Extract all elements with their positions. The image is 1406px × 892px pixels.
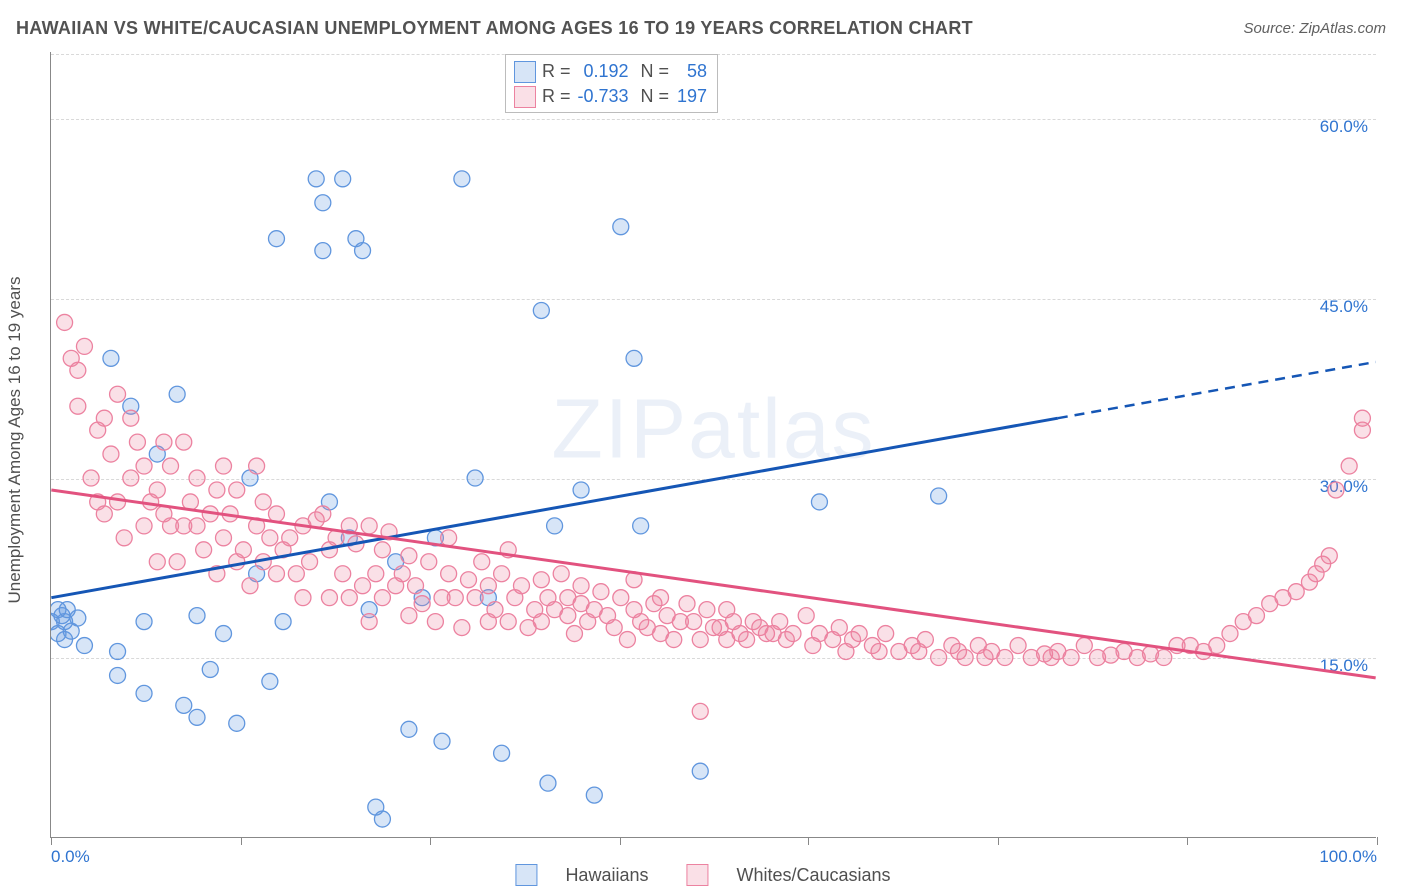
grid-line <box>51 119 1376 120</box>
stats-swatch-whites <box>514 86 536 108</box>
stats-row-whites: R = -0.733 N = 197 <box>514 84 707 109</box>
x-tick <box>1187 837 1188 845</box>
chart-title: HAWAIIAN VS WHITE/CAUCASIAN UNEMPLOYMENT… <box>16 18 973 39</box>
y-tick-label: 60.0% <box>1320 117 1368 137</box>
scatter-svg <box>51 52 1376 837</box>
y-axis-label: Unemployment Among Ages 16 to 19 years <box>5 277 25 604</box>
y-tick-label: 30.0% <box>1320 477 1368 497</box>
legend-label-whites: Whites/Caucasians <box>736 865 890 886</box>
x-tick-label: 100.0% <box>1319 847 1377 867</box>
grid-line <box>51 658 1376 659</box>
stats-r-value-whites: -0.733 <box>577 84 629 109</box>
legend-label-hawaiians: Hawaiians <box>565 865 648 886</box>
x-tick <box>998 837 999 845</box>
stats-r-label: R = <box>542 84 571 109</box>
stats-n-label: N = <box>641 59 670 84</box>
grid-line <box>51 479 1376 480</box>
source-credit: Source: ZipAtlas.com <box>1243 20 1386 37</box>
chart-plot-area: ZIPatlas 15.0%30.0%45.0%60.0%0.0%100.0% … <box>50 52 1376 838</box>
x-tick <box>620 837 621 845</box>
legend: Hawaiians Whites/Caucasians <box>515 864 890 886</box>
grid-line <box>51 299 1376 300</box>
watermark-text: ZIPatlas <box>551 380 875 477</box>
y-tick-label: 45.0% <box>1320 297 1368 317</box>
stats-row-hawaiians: R = 0.192 N = 58 <box>514 59 707 84</box>
stats-r-value-hawaiians: 0.192 <box>577 59 629 84</box>
stats-n-value-hawaiians: 58 <box>675 59 707 84</box>
stats-swatch-hawaiians <box>514 61 536 83</box>
stats-n-value-whites: 197 <box>675 84 707 109</box>
x-tick <box>1377 837 1378 845</box>
legend-swatch-whites <box>686 864 708 886</box>
x-tick <box>241 837 242 845</box>
x-tick <box>51 837 52 845</box>
x-tick-label: 0.0% <box>51 847 90 867</box>
y-tick-label: 15.0% <box>1320 656 1368 676</box>
legend-swatch-hawaiians <box>515 864 537 886</box>
x-tick <box>430 837 431 845</box>
stats-box: R = 0.192 N = 58 R = -0.733 N = 197 <box>505 54 718 113</box>
stats-n-label: N = <box>641 84 670 109</box>
stats-r-label: R = <box>542 59 571 84</box>
x-tick <box>808 837 809 845</box>
